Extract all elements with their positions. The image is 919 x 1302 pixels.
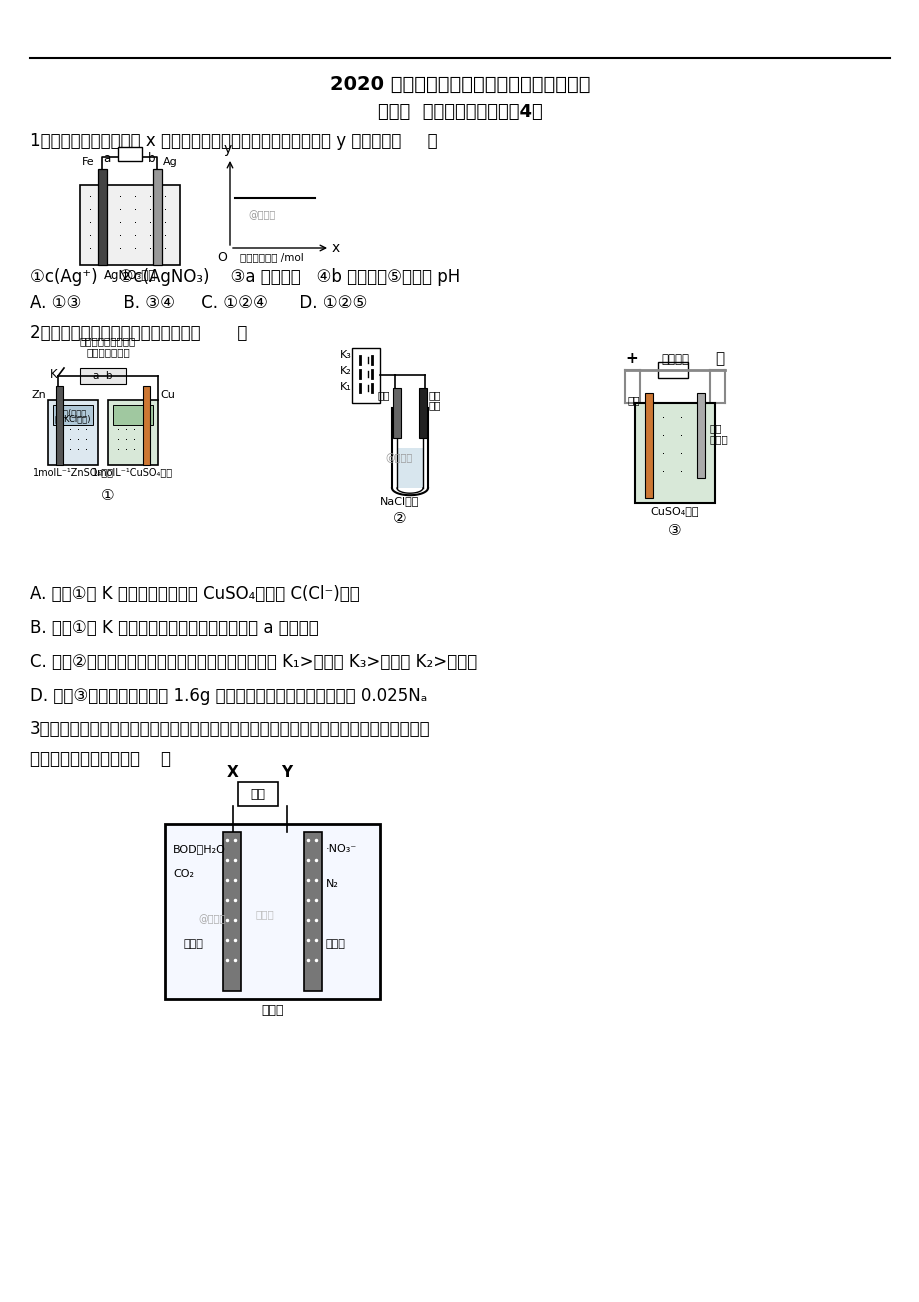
Text: 盐桥(琼脂一: 盐桥(琼脂一: [59, 408, 87, 417]
Text: 铁棒: 铁棒: [377, 391, 390, 400]
Text: D. 装置③中当铁制品上析出 1.6g 铜时，电源负极输出的电子数为 0.025Nₐ: D. 装置③中当铁制品上析出 1.6g 铜时，电源负极输出的电子数为 0.025…: [30, 687, 426, 704]
Text: 1、按下图装置实验，若 x 轴表示流入阴极的电子的物质的量，则 y 轴可表示（     ）: 1、按下图装置实验，若 x 轴表示流入阴极的电子的物质的量，则 y 轴可表示（ …: [30, 132, 437, 150]
Bar: [80, 185, 180, 266]
Bar: [238, 783, 278, 806]
Text: B. 装置①中 K 键闭合时，片刻后可观察到滤纸 a 点变红色: B. 装置①中 K 键闭合时，片刻后可观察到滤纸 a 点变红色: [30, 618, 318, 637]
Bar: [657, 362, 687, 378]
Text: y: y: [223, 142, 232, 156]
Bar: [222, 832, 241, 991]
Bar: [56, 385, 62, 465]
Text: K₂: K₂: [340, 366, 351, 376]
Text: ·NO₃⁻: ·NO₃⁻: [325, 844, 357, 854]
Text: ①: ①: [101, 488, 115, 503]
Text: AgNO₃溶液: AgNO₃溶液: [104, 270, 156, 283]
Text: 正确云: 正确云: [255, 909, 274, 919]
Text: @正确云: @正确云: [198, 914, 225, 924]
Text: 1molL⁻¹ZnSO₄溶液: 1molL⁻¹ZnSO₄溶液: [32, 467, 113, 477]
Bar: [634, 404, 714, 503]
Text: a: a: [103, 151, 110, 164]
Text: a  b: a b: [93, 371, 113, 381]
Text: 铜片: 铜片: [627, 395, 640, 405]
Bar: [303, 832, 322, 991]
Bar: [418, 388, 426, 437]
Text: K: K: [50, 367, 58, 380]
Text: ①c(Ag⁺)    ②c(AgNO₃)    ③a 棒的质量   ④b 棒的质量⑤溶液的 pH: ①c(Ag⁺) ②c(AgNO₃) ③a 棒的质量 ④b 棒的质量⑤溶液的 pH: [30, 268, 459, 286]
Bar: [352, 348, 380, 404]
Text: 电源: 电源: [250, 788, 266, 801]
Text: NaCl溶液: NaCl溶液: [380, 496, 419, 506]
Text: 2020 届高考化学二轮复习专项测试专题十二: 2020 届高考化学二轮复习专项测试专题十二: [329, 76, 590, 94]
Text: 3、世界水产养殖协会网介绍了一种利用电化学原理净化鱼池中水质的方法，其装置如图所: 3、世界水产养殖协会网介绍了一种利用电化学原理净化鱼池中水质的方法，其装置如图所: [30, 720, 430, 738]
Text: Y: Y: [281, 766, 292, 780]
Text: +: +: [625, 352, 638, 366]
Text: 2、下列装置图及有关说法正确的是（       ）: 2、下列装置图及有关说法正确的是（ ）: [30, 324, 247, 342]
Text: 饱和KCl溶液): 饱和KCl溶液): [55, 414, 91, 423]
Text: CO₂: CO₂: [173, 868, 194, 879]
Text: 质子膜: 质子膜: [261, 1004, 283, 1017]
Text: Cu: Cu: [160, 391, 175, 400]
Text: C. 装置②中铁腐蚀的速度由大到小的顺序是：只闭合 K₁>只闭合 K₃>只闭合 K₂>都断开: C. 装置②中铁腐蚀的速度由大到小的顺序是：只闭合 K₁>只闭合 K₃>只闭合 …: [30, 654, 477, 671]
Text: Zn: Zn: [31, 391, 46, 400]
Text: O: O: [217, 251, 227, 264]
Text: 石墨: 石墨: [428, 400, 441, 410]
Text: 待镀: 待镀: [709, 423, 721, 434]
Text: @正确云: @正确云: [384, 453, 412, 464]
Text: +  —: + —: [117, 148, 142, 159]
Text: b: b: [148, 151, 155, 164]
Text: 示。下列说法错误的是（    ）: 示。下列说法错误的是（ ）: [30, 750, 171, 768]
Text: 用饱和硫酸钠、酚酞: 用饱和硫酸钠、酚酞: [80, 336, 136, 346]
Text: x: x: [332, 241, 340, 255]
Text: @正确云: @正确云: [248, 210, 275, 220]
Text: 1molL⁻¹CuSO₄溶液: 1molL⁻¹CuSO₄溶液: [92, 467, 174, 477]
Text: A. ①③        B. ③④     C. ①②④      D. ①②⑤: A. ①③ B. ③④ C. ①②④ D. ①②⑤: [30, 294, 367, 312]
Bar: [165, 824, 380, 999]
Text: 电子的物数量 /mol: 电子的物数量 /mol: [240, 253, 303, 262]
Text: ②: ②: [392, 510, 406, 526]
Polygon shape: [397, 448, 423, 488]
Bar: [697, 393, 704, 478]
Text: BOD、H₂O: BOD、H₂O: [173, 844, 226, 854]
Text: N₂: N₂: [325, 879, 338, 889]
Bar: [80, 368, 126, 384]
Text: ③: ③: [667, 523, 681, 538]
Text: 考点二  电解原理及其应用（4）: 考点二 电解原理及其应用（4）: [377, 103, 542, 121]
Bar: [142, 385, 150, 465]
Bar: [392, 388, 401, 437]
Bar: [644, 393, 652, 497]
Text: 微生物: 微生物: [183, 939, 203, 949]
Text: K₁: K₁: [340, 381, 351, 392]
Text: －: －: [715, 352, 724, 366]
Bar: [113, 405, 153, 424]
Text: 微生物: 微生物: [325, 939, 346, 949]
Text: K₃: K₃: [340, 350, 351, 359]
Text: Fe: Fe: [82, 158, 95, 167]
Text: 直流电源: 直流电源: [660, 353, 688, 366]
Text: Ag: Ag: [163, 158, 177, 167]
Bar: [118, 147, 142, 161]
Bar: [108, 400, 158, 465]
Text: CuSO₄溶液: CuSO₄溶液: [650, 506, 698, 516]
Bar: [48, 400, 98, 465]
Text: A. 装置①中 K 键闭合时，片刻后 CuSO₄溶液中 C(Cl⁻)增大: A. 装置①中 K 键闭合时，片刻后 CuSO₄溶液中 C(Cl⁻)增大: [30, 585, 359, 603]
Text: X: X: [227, 766, 239, 780]
Bar: [98, 169, 107, 266]
Bar: [153, 169, 162, 266]
Bar: [53, 405, 93, 424]
Text: 多孔: 多孔: [428, 391, 441, 400]
Text: 溶液浸渍的滤纸: 溶液浸渍的滤纸: [86, 348, 130, 357]
Text: 铁制品: 铁制品: [709, 434, 728, 444]
